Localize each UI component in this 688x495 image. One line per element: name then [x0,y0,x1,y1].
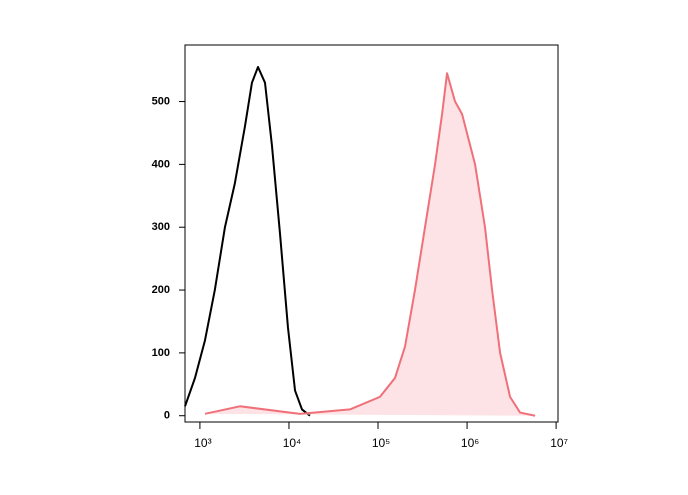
plot-frame [184,44,559,423]
histogram-curve [204,72,536,417]
x-tick-label: 10³ [194,436,211,450]
x-tick-label: 10⁵ [372,436,390,450]
y-tick-label: 100 [152,347,170,359]
y-tick-label: 200 [152,284,170,296]
y-tick-label: 500 [152,95,170,107]
histogram-curve [184,65,311,417]
y-tick-label: 400 [152,158,170,170]
y-tick-label: 0 [164,410,170,422]
x-tick-label: 10⁶ [461,436,479,450]
x-tick-label: 10⁴ [283,436,302,450]
y-tick-label: 300 [152,221,170,233]
x-tick-label: 10⁷ [550,436,568,450]
